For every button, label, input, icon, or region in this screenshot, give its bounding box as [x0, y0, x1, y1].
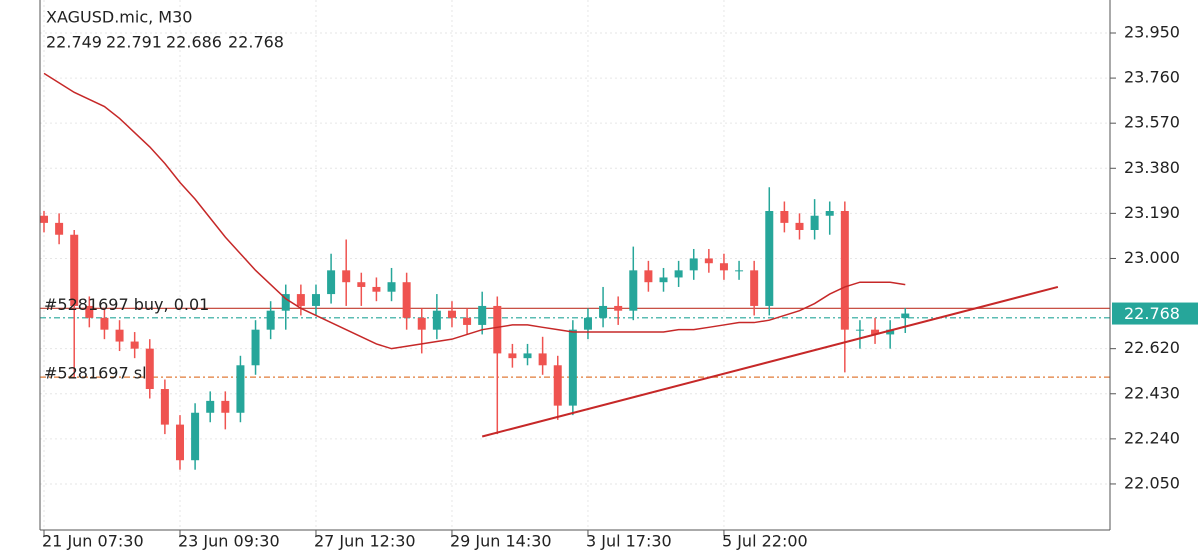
candle-body [145, 348, 154, 390]
candle-body [160, 389, 169, 425]
y-tick-label: 23.380 [1124, 158, 1180, 177]
chart-title: XAGUSD.mic, M30 [46, 8, 192, 27]
candle-body [175, 424, 184, 461]
y-tick-label: 22.430 [1124, 383, 1180, 402]
candle-body [780, 211, 789, 223]
candle-body [689, 258, 698, 271]
candle-body [765, 211, 774, 306]
level-label: #5281697 buy, 0.01 [44, 295, 209, 314]
level-label: #5281697 sl [44, 364, 147, 383]
candle-body [750, 270, 759, 306]
ohlc-header: 22.749 22.791 22.686 22.768 [46, 33, 284, 52]
x-tick-label: 23 Jun 09:30 [178, 532, 280, 551]
candle-body [281, 294, 290, 311]
high-value: 22.791 [106, 33, 162, 52]
candle-body [236, 365, 245, 413]
candle-body [508, 353, 517, 359]
x-tick-label: 29 Jun 14:30 [450, 532, 552, 551]
y-tick-label: 22.240 [1124, 428, 1180, 447]
candle-body [855, 329, 864, 331]
candle-body [674, 270, 683, 278]
candle-body [387, 282, 396, 292]
candle-body [523, 353, 532, 359]
candle-body [538, 353, 547, 366]
candle-body [40, 215, 48, 223]
candle-body [447, 310, 456, 318]
candle-body [568, 329, 577, 406]
y-tick-label: 23.760 [1124, 68, 1180, 87]
candle-body [463, 317, 472, 325]
candle-body [871, 329, 880, 335]
labels: 23.950 23.760 23.570 23.380 23.190 23.000 22.6… [42, 22, 1198, 551]
moving-average [43, 72, 906, 350]
candle-body [840, 211, 849, 330]
candle-body [599, 305, 608, 318]
candle-body [221, 400, 230, 413]
open-value: 22.749 [46, 33, 102, 52]
candle-body [55, 222, 64, 235]
candle-body [357, 282, 366, 287]
y-tick-label: 22.620 [1124, 338, 1180, 357]
candle-body [342, 270, 351, 283]
candle-body [719, 263, 728, 271]
candle-body [206, 400, 215, 413]
y-tick-label: 23.000 [1124, 248, 1180, 267]
candle-body [402, 282, 411, 318]
candle-body [886, 329, 895, 335]
y-tick-label: 23.570 [1124, 113, 1180, 132]
x-tick-label: 5 Jul 22:00 [722, 532, 808, 551]
y-tick-label: 23.190 [1124, 203, 1180, 222]
current-price-box [1112, 302, 1198, 325]
candle-body [795, 222, 804, 230]
candle-body [70, 234, 79, 306]
close-value: 22.768 [228, 33, 284, 52]
trendline [481, 285, 1059, 438]
candle-body [629, 270, 638, 311]
candle-body [735, 270, 744, 272]
x-tick-label: 3 Jul 17:30 [586, 532, 672, 551]
candle-body [191, 412, 200, 461]
y-tick-label: 23.950 [1124, 22, 1180, 41]
plot [40, 72, 1110, 470]
y-tick-label: 22.050 [1124, 473, 1180, 492]
candle-body [478, 305, 487, 325]
grid [40, 0, 1110, 530]
candle-body [553, 365, 562, 406]
candle-body [704, 258, 713, 264]
candle-body [130, 341, 139, 349]
candle-body [659, 277, 668, 283]
candle-body [327, 270, 336, 295]
candle-body [85, 305, 94, 318]
current-price-label: 22.768 [1124, 304, 1180, 323]
candle-body [311, 294, 320, 306]
candle-body [251, 329, 260, 366]
candle-body [100, 317, 109, 330]
x-tick-label: 27 Jun 12:30 [314, 532, 416, 551]
candle-body [901, 313, 910, 319]
low-value: 22.686 [166, 33, 222, 52]
candle-body [644, 270, 653, 283]
candle-body [825, 211, 834, 216]
candle-body [810, 215, 819, 230]
candle-body [614, 305, 623, 311]
candle-body [417, 317, 426, 330]
candle-body [296, 294, 305, 306]
candle-body [432, 310, 441, 330]
candle-body [583, 317, 592, 330]
candle-body [372, 286, 381, 292]
x-tick-label: 21 Jun 07:30 [42, 532, 144, 551]
candle-body [115, 329, 124, 342]
candle-body [493, 305, 502, 354]
candle-body [266, 310, 275, 330]
